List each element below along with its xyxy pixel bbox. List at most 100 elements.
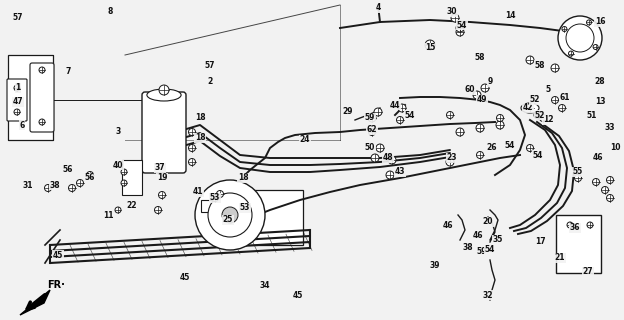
Circle shape: [159, 85, 169, 95]
Text: 16: 16: [595, 18, 605, 27]
Circle shape: [540, 115, 547, 122]
Text: 54: 54: [533, 150, 543, 159]
FancyBboxPatch shape: [122, 159, 142, 195]
Polygon shape: [20, 290, 50, 315]
Circle shape: [44, 185, 52, 191]
Circle shape: [558, 105, 565, 111]
Circle shape: [568, 51, 573, 56]
Text: 41: 41: [193, 188, 203, 196]
Text: 54: 54: [485, 245, 495, 254]
Text: 55: 55: [573, 167, 583, 177]
Circle shape: [476, 124, 484, 132]
Circle shape: [562, 27, 567, 31]
Circle shape: [398, 104, 406, 112]
Circle shape: [456, 24, 464, 32]
Text: 18: 18: [195, 114, 205, 123]
Circle shape: [607, 177, 613, 183]
Circle shape: [376, 144, 384, 152]
Circle shape: [188, 145, 195, 151]
Ellipse shape: [521, 103, 539, 113]
Circle shape: [456, 28, 464, 36]
Text: 19: 19: [157, 173, 167, 182]
Text: 48: 48: [383, 154, 393, 163]
Circle shape: [567, 222, 573, 228]
Circle shape: [446, 158, 454, 166]
Text: 2: 2: [207, 77, 213, 86]
Text: 7: 7: [66, 68, 71, 76]
Text: 57: 57: [205, 60, 215, 69]
Circle shape: [195, 180, 265, 250]
Circle shape: [188, 158, 195, 165]
Text: 24: 24: [300, 135, 310, 145]
Text: 18: 18: [195, 133, 205, 142]
Text: 37: 37: [155, 164, 165, 172]
Text: 4: 4: [376, 4, 381, 12]
Circle shape: [534, 111, 542, 119]
Text: 52: 52: [530, 95, 540, 105]
Circle shape: [386, 171, 394, 179]
Text: 27: 27: [583, 268, 593, 276]
Circle shape: [371, 154, 379, 162]
Text: 40: 40: [113, 161, 124, 170]
Text: 52: 52: [535, 110, 545, 119]
Text: 39: 39: [430, 260, 441, 269]
Circle shape: [526, 56, 534, 64]
Text: 51: 51: [587, 110, 597, 119]
Circle shape: [39, 119, 45, 125]
Circle shape: [496, 121, 504, 129]
Text: 46: 46: [473, 230, 483, 239]
FancyBboxPatch shape: [227, 200, 239, 212]
Circle shape: [77, 180, 84, 187]
Circle shape: [593, 44, 598, 50]
Text: 34: 34: [260, 281, 270, 290]
Text: 13: 13: [595, 98, 605, 107]
Text: 46: 46: [593, 154, 603, 163]
Circle shape: [388, 156, 396, 164]
Text: 36: 36: [570, 223, 580, 233]
Text: 32: 32: [483, 291, 493, 300]
Text: 8: 8: [107, 7, 113, 17]
Text: 56: 56: [85, 173, 95, 182]
Text: 44: 44: [390, 100, 400, 109]
Text: 33: 33: [605, 124, 615, 132]
Text: 6: 6: [19, 121, 24, 130]
Circle shape: [447, 111, 454, 118]
Text: 38: 38: [50, 180, 61, 189]
Circle shape: [527, 145, 534, 151]
Circle shape: [593, 179, 600, 186]
FancyBboxPatch shape: [556, 215, 601, 273]
Circle shape: [14, 109, 20, 115]
Circle shape: [477, 151, 484, 158]
Text: 20: 20: [483, 218, 493, 227]
Text: 23: 23: [447, 154, 457, 163]
Circle shape: [208, 193, 252, 237]
Text: 56: 56: [63, 165, 73, 174]
Text: 58: 58: [475, 53, 485, 62]
Text: 53: 53: [210, 194, 220, 203]
Text: 61: 61: [560, 93, 570, 102]
Text: FR·: FR·: [47, 280, 65, 290]
Circle shape: [369, 129, 376, 135]
Text: 22: 22: [127, 201, 137, 210]
FancyBboxPatch shape: [248, 190, 303, 245]
Circle shape: [451, 14, 459, 22]
Text: 57: 57: [12, 12, 23, 21]
Text: 45: 45: [180, 274, 190, 283]
Text: 3: 3: [115, 127, 120, 137]
Text: 45: 45: [293, 291, 303, 300]
Circle shape: [396, 116, 404, 124]
Circle shape: [602, 187, 608, 194]
Text: 46: 46: [443, 220, 453, 229]
FancyBboxPatch shape: [30, 63, 54, 132]
Circle shape: [607, 195, 613, 202]
Text: 21: 21: [555, 253, 565, 262]
Circle shape: [587, 222, 593, 228]
Circle shape: [552, 97, 558, 103]
Text: 59: 59: [477, 247, 487, 257]
Circle shape: [14, 85, 20, 91]
Text: 1: 1: [16, 84, 21, 92]
Text: 53: 53: [240, 204, 250, 212]
Text: 5: 5: [545, 85, 550, 94]
Circle shape: [217, 190, 223, 197]
Text: 60: 60: [465, 85, 475, 94]
